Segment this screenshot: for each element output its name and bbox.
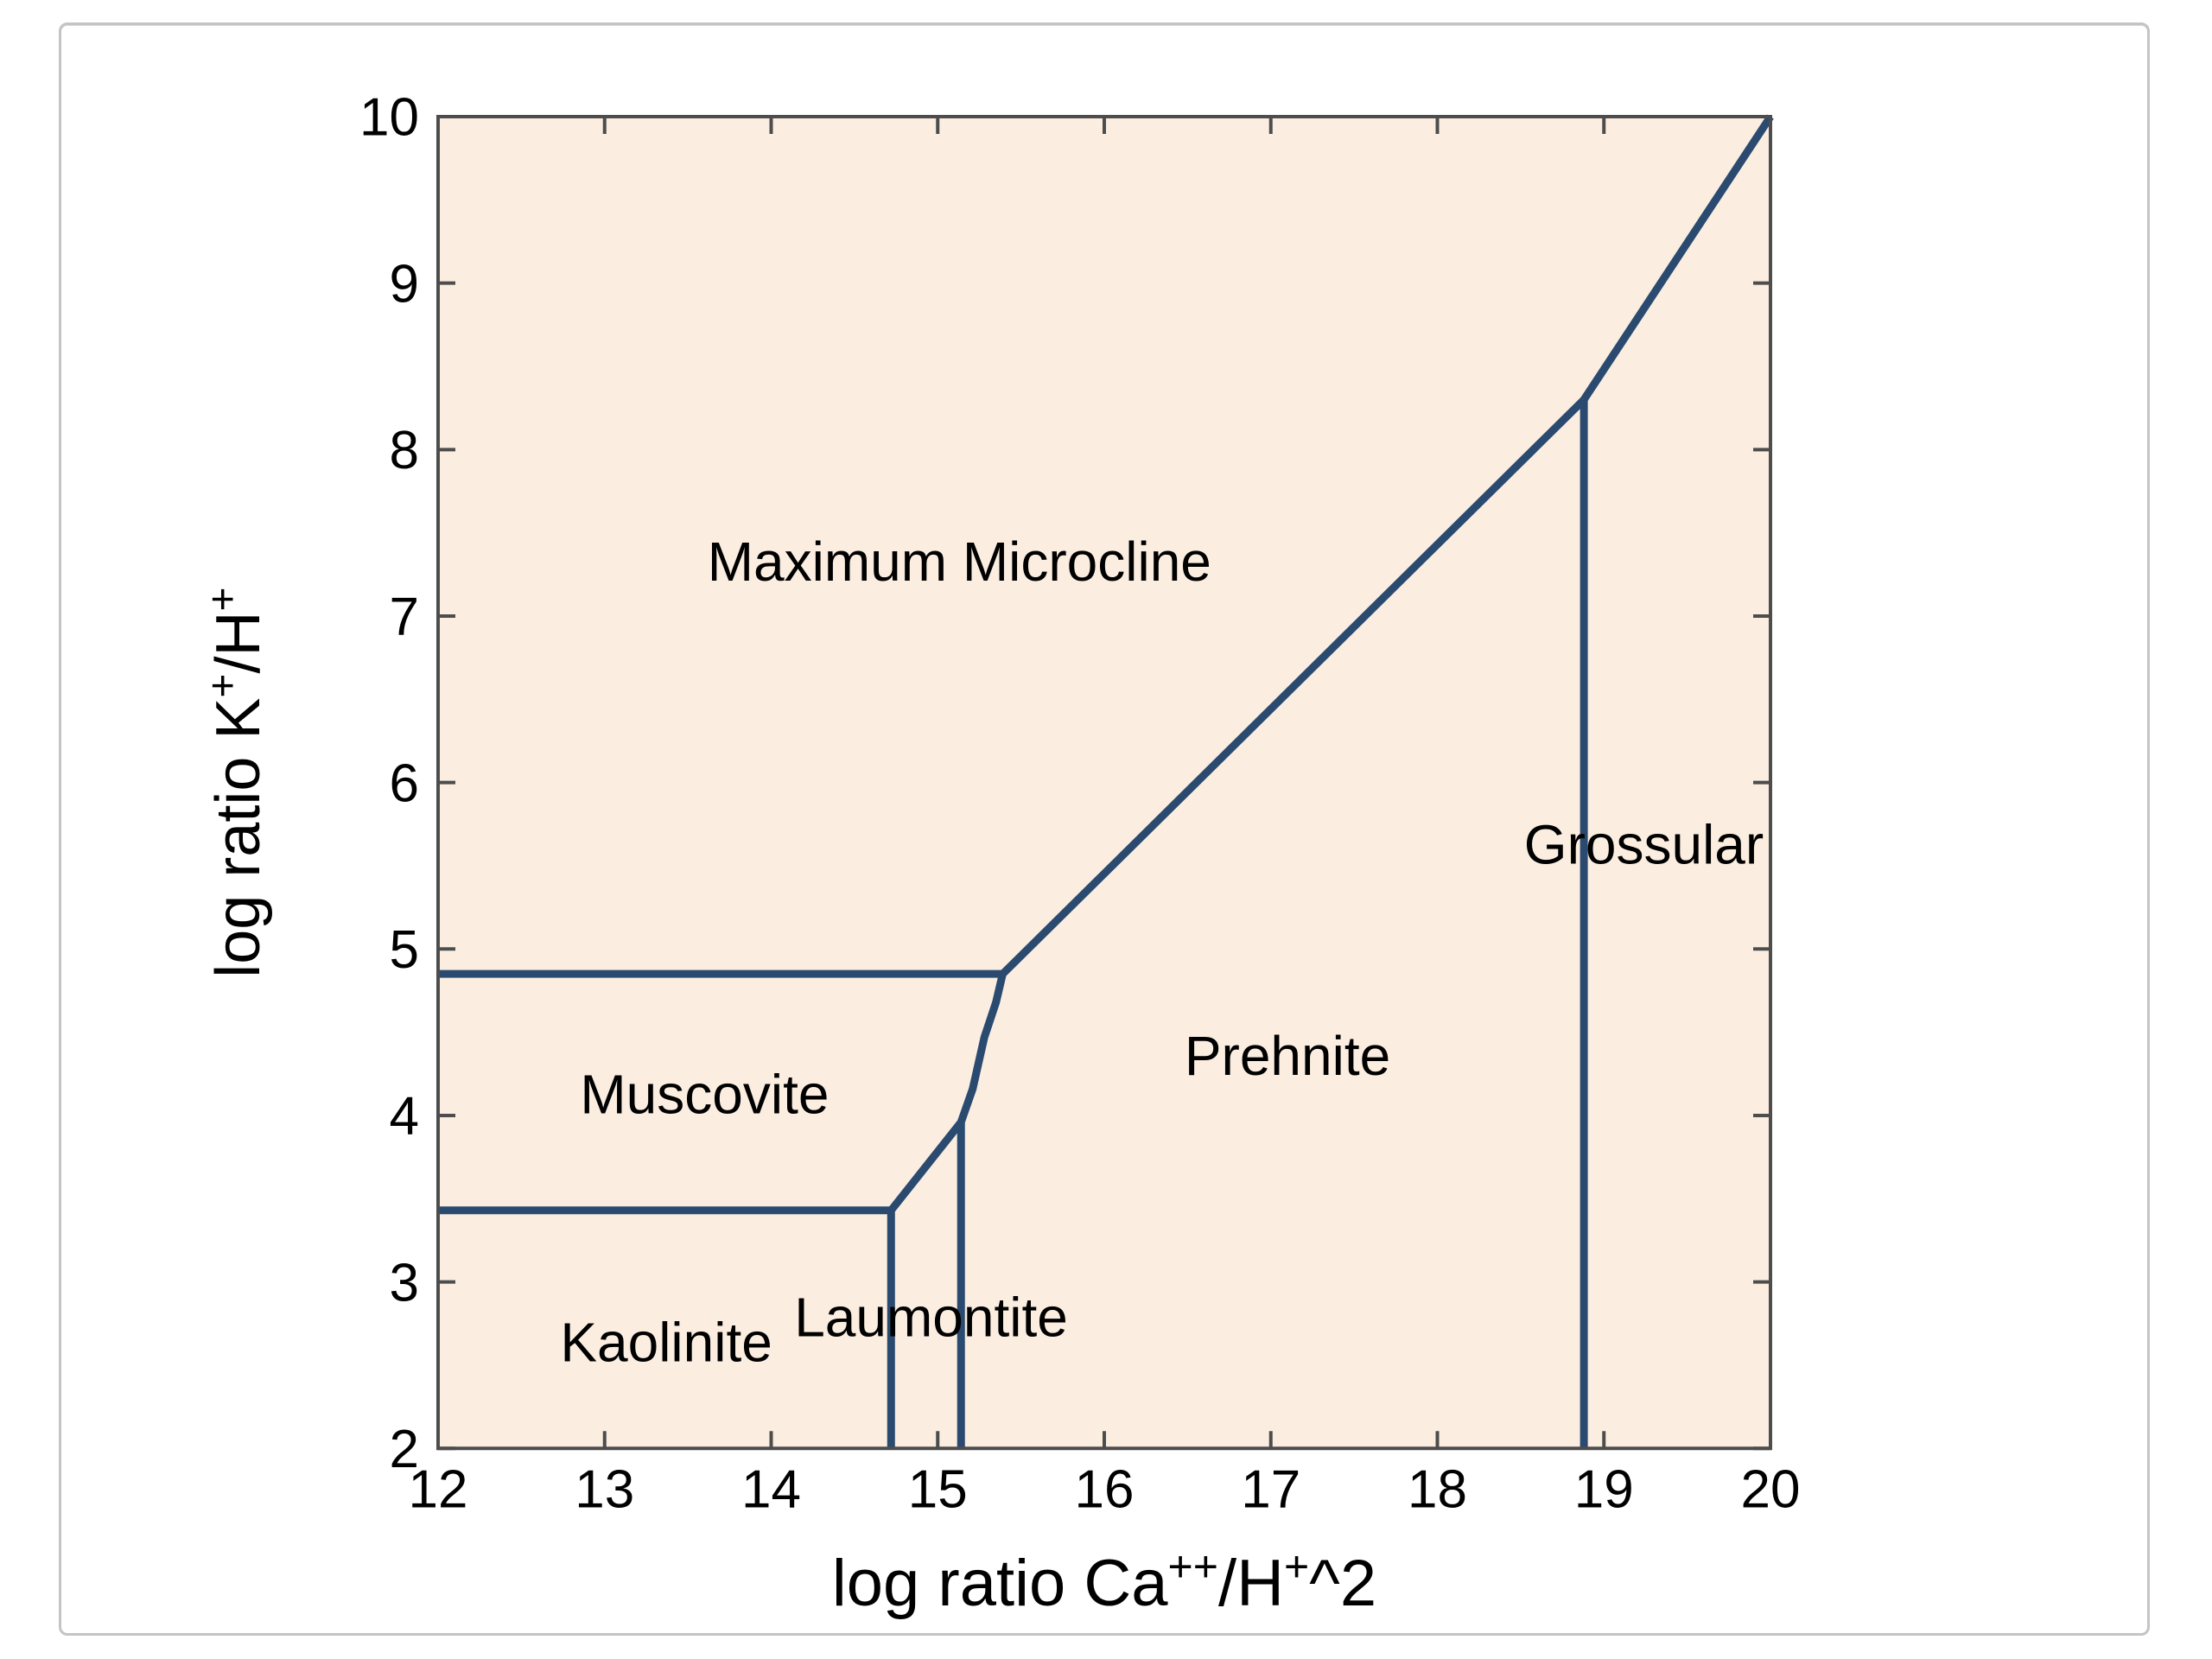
y-tick-label: 10: [359, 88, 419, 148]
boundary-microcline-grossular: [1580, 114, 1774, 402]
plot-area: [438, 117, 1770, 1449]
x-tick-label: 17: [1241, 1459, 1300, 1519]
y-tick-label: 6: [390, 753, 419, 813]
region-label-kaolinite: Kaolinite: [560, 1311, 772, 1373]
region-label-laumontite: Laumontite: [794, 1286, 1068, 1348]
y-tick-label: 2: [390, 1420, 419, 1479]
boundary-muscovite-laumontite-curve: [887, 973, 1007, 1213]
region-label-muscovite: Muscovite: [580, 1063, 829, 1125]
x-tick-label: 18: [1408, 1459, 1467, 1519]
x-tick-label: 20: [1741, 1459, 1801, 1519]
x-tick-label: 13: [575, 1459, 634, 1519]
region-label-maximum-microcline: Maximum Microcline: [708, 531, 1211, 593]
region-label-grossular: Grossular: [1524, 813, 1764, 875]
y-tick-label: 4: [390, 1087, 419, 1147]
plot-border: [436, 115, 1772, 1451]
y-axis-label: log ratio K+/H+: [200, 588, 273, 978]
x-tick-label: 15: [908, 1459, 968, 1519]
x-tick-label: 16: [1075, 1459, 1135, 1519]
boundary-microcline-prehnite: [1000, 397, 1587, 977]
x-tick-label: 14: [741, 1459, 801, 1519]
x-tick-label: 12: [409, 1459, 468, 1519]
region-label-prehnite: Prehnite: [1185, 1025, 1390, 1087]
y-tick-label: 5: [390, 920, 419, 980]
y-tick-label: 7: [390, 588, 419, 647]
x-axis-label: log ratio Ca++/H+^2: [832, 1542, 1376, 1620]
y-tick-label: 9: [390, 254, 419, 314]
x-tick-label: 19: [1574, 1459, 1634, 1519]
y-tick-label: 3: [390, 1253, 419, 1313]
y-tick-label: 8: [390, 421, 419, 480]
